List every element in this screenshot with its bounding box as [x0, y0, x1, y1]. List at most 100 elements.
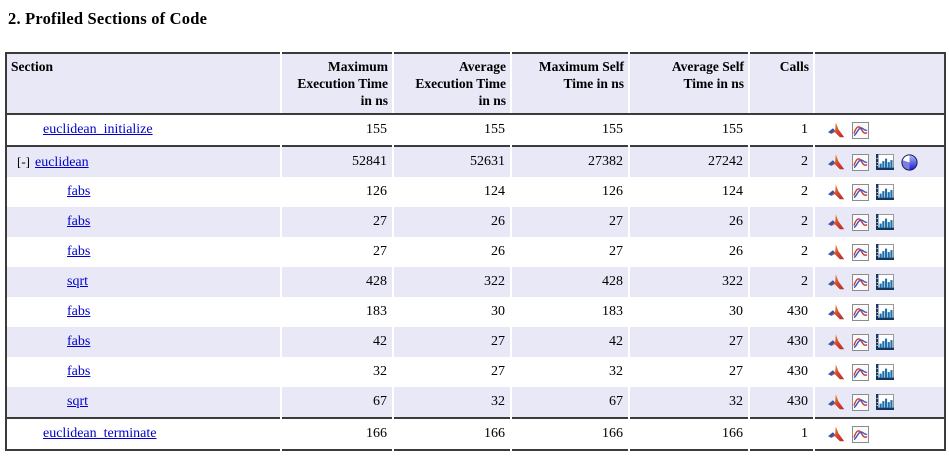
row-icons-cell: [814, 237, 945, 267]
avg-self-time-cell: 124: [629, 177, 750, 207]
section-link[interactable]: euclidean_terminate: [43, 426, 157, 441]
table-row: fabs 42 27 42 27 430: [6, 327, 945, 357]
histogram-icon[interactable]: [876, 154, 894, 170]
table-row: fabs 126 124 126 124 2: [6, 177, 945, 207]
line-plot-icon[interactable]: [852, 183, 869, 201]
collapse-toggle[interactable]: [-]: [17, 153, 30, 169]
histogram-icon[interactable]: [876, 244, 894, 260]
histogram-icon[interactable]: [876, 214, 894, 230]
max-self-time-cell: 155: [511, 114, 630, 146]
section-link[interactable]: euclidean: [35, 154, 89, 170]
calls-cell: 2: [749, 207, 815, 237]
line-plot-icon[interactable]: [852, 333, 869, 351]
calls-cell: 2: [749, 145, 815, 177]
avg-self-time-cell: 32: [629, 387, 750, 418]
row-icons-cell: [814, 297, 945, 327]
section-cell: fabs: [6, 357, 282, 387]
row-icons-cell: [814, 417, 945, 450]
line-plot-icon[interactable]: [852, 153, 869, 171]
histogram-icon[interactable]: [876, 274, 894, 290]
calls-cell: 1: [749, 114, 815, 146]
pie-chart-icon[interactable]: [901, 153, 918, 171]
matlab-icon[interactable]: [827, 304, 845, 320]
avg-self-time-cell: 322: [629, 267, 750, 297]
section-link[interactable]: fabs: [67, 214, 91, 229]
line-plot-icon[interactable]: [852, 121, 869, 139]
col-header-max-exec-time: Maximum Execution Time in ns: [281, 53, 394, 115]
section-link[interactable]: fabs: [67, 304, 91, 319]
section-link[interactable]: sqrt: [67, 394, 88, 409]
matlab-icon[interactable]: [827, 122, 845, 138]
max-exec-time-cell: 67: [281, 387, 394, 418]
line-plot-icon[interactable]: [852, 243, 869, 261]
histogram-icon[interactable]: [876, 394, 894, 410]
table-row: fabs 27 26 27 26 2: [6, 207, 945, 237]
max-exec-time-cell: 32: [281, 357, 394, 387]
histogram-icon[interactable]: [876, 184, 894, 200]
max-self-time-cell: 32: [511, 357, 630, 387]
row-icons-cell: [814, 327, 945, 357]
max-self-time-cell: 166: [511, 417, 630, 450]
section-cell: fabs: [6, 327, 282, 357]
matlab-icon[interactable]: [827, 334, 845, 350]
section-cell: fabs: [6, 237, 282, 267]
histogram-icon[interactable]: [876, 304, 894, 320]
section-link[interactable]: fabs: [67, 364, 91, 379]
table-row: euclidean_terminate 166 166 166 166 1: [6, 417, 945, 450]
avg-self-time-cell: 26: [629, 207, 750, 237]
max-self-time-cell: 27382: [511, 145, 630, 177]
avg-exec-time-cell: 27: [393, 357, 512, 387]
max-exec-time-cell: 27: [281, 207, 394, 237]
matlab-icon[interactable]: [827, 154, 845, 170]
table-row: fabs 27 26 27 26 2: [6, 237, 945, 267]
max-self-time-cell: 27: [511, 207, 630, 237]
table-row: fabs 32 27 32 27 430: [6, 357, 945, 387]
avg-self-time-cell: 166: [629, 417, 750, 450]
matlab-icon[interactable]: [827, 184, 845, 200]
avg-exec-time-cell: 166: [393, 417, 512, 450]
table-row: fabs 183 30 183 30 430: [6, 297, 945, 327]
max-exec-time-cell: 27: [281, 237, 394, 267]
avg-self-time-cell: 30: [629, 297, 750, 327]
matlab-icon[interactable]: [827, 394, 845, 410]
section-cell: fabs: [6, 177, 282, 207]
matlab-icon[interactable]: [827, 426, 845, 442]
row-icons-cell: [814, 114, 945, 146]
section-link[interactable]: fabs: [67, 244, 91, 259]
line-plot-icon[interactable]: [852, 363, 869, 381]
matlab-icon[interactable]: [827, 364, 845, 380]
row-icons-cell: [814, 177, 945, 207]
avg-exec-time-cell: 30: [393, 297, 512, 327]
line-plot-icon[interactable]: [852, 213, 869, 231]
avg-exec-time-cell: 27: [393, 327, 512, 357]
line-plot-icon[interactable]: [852, 425, 869, 443]
max-exec-time-cell: 52841: [281, 145, 394, 177]
profiled-sections-table: Section Maximum Execution Time in ns Ave…: [5, 52, 946, 451]
table-row: sqrt 67 32 67 32 430: [6, 387, 945, 418]
matlab-icon[interactable]: [827, 244, 845, 260]
line-plot-icon[interactable]: [852, 273, 869, 291]
matlab-icon[interactable]: [827, 214, 845, 230]
line-plot-icon[interactable]: [852, 303, 869, 321]
histogram-icon[interactable]: [876, 334, 894, 350]
calls-cell: 1: [749, 417, 815, 450]
section-link[interactable]: fabs: [67, 334, 91, 349]
avg-self-time-cell: 27: [629, 357, 750, 387]
section-link[interactable]: sqrt: [67, 274, 88, 289]
section-cell: sqrt: [6, 267, 282, 297]
table-row: euclidean_initialize 155 155 155 155 1: [6, 114, 945, 146]
matlab-icon[interactable]: [827, 274, 845, 290]
avg-self-time-cell: 27: [629, 327, 750, 357]
row-icons-cell: [814, 207, 945, 237]
section-link[interactable]: fabs: [67, 184, 91, 199]
histogram-icon[interactable]: [876, 364, 894, 380]
section-cell: fabs: [6, 207, 282, 237]
table-header-row: Section Maximum Execution Time in ns Ave…: [6, 53, 945, 115]
max-exec-time-cell: 428: [281, 267, 394, 297]
calls-cell: 2: [749, 237, 815, 267]
row-icons-cell: [814, 357, 945, 387]
avg-self-time-cell: 26: [629, 237, 750, 267]
avg-self-time-cell: 155: [629, 114, 750, 146]
section-link[interactable]: euclidean_initialize: [43, 122, 153, 137]
line-plot-icon[interactable]: [852, 393, 869, 411]
